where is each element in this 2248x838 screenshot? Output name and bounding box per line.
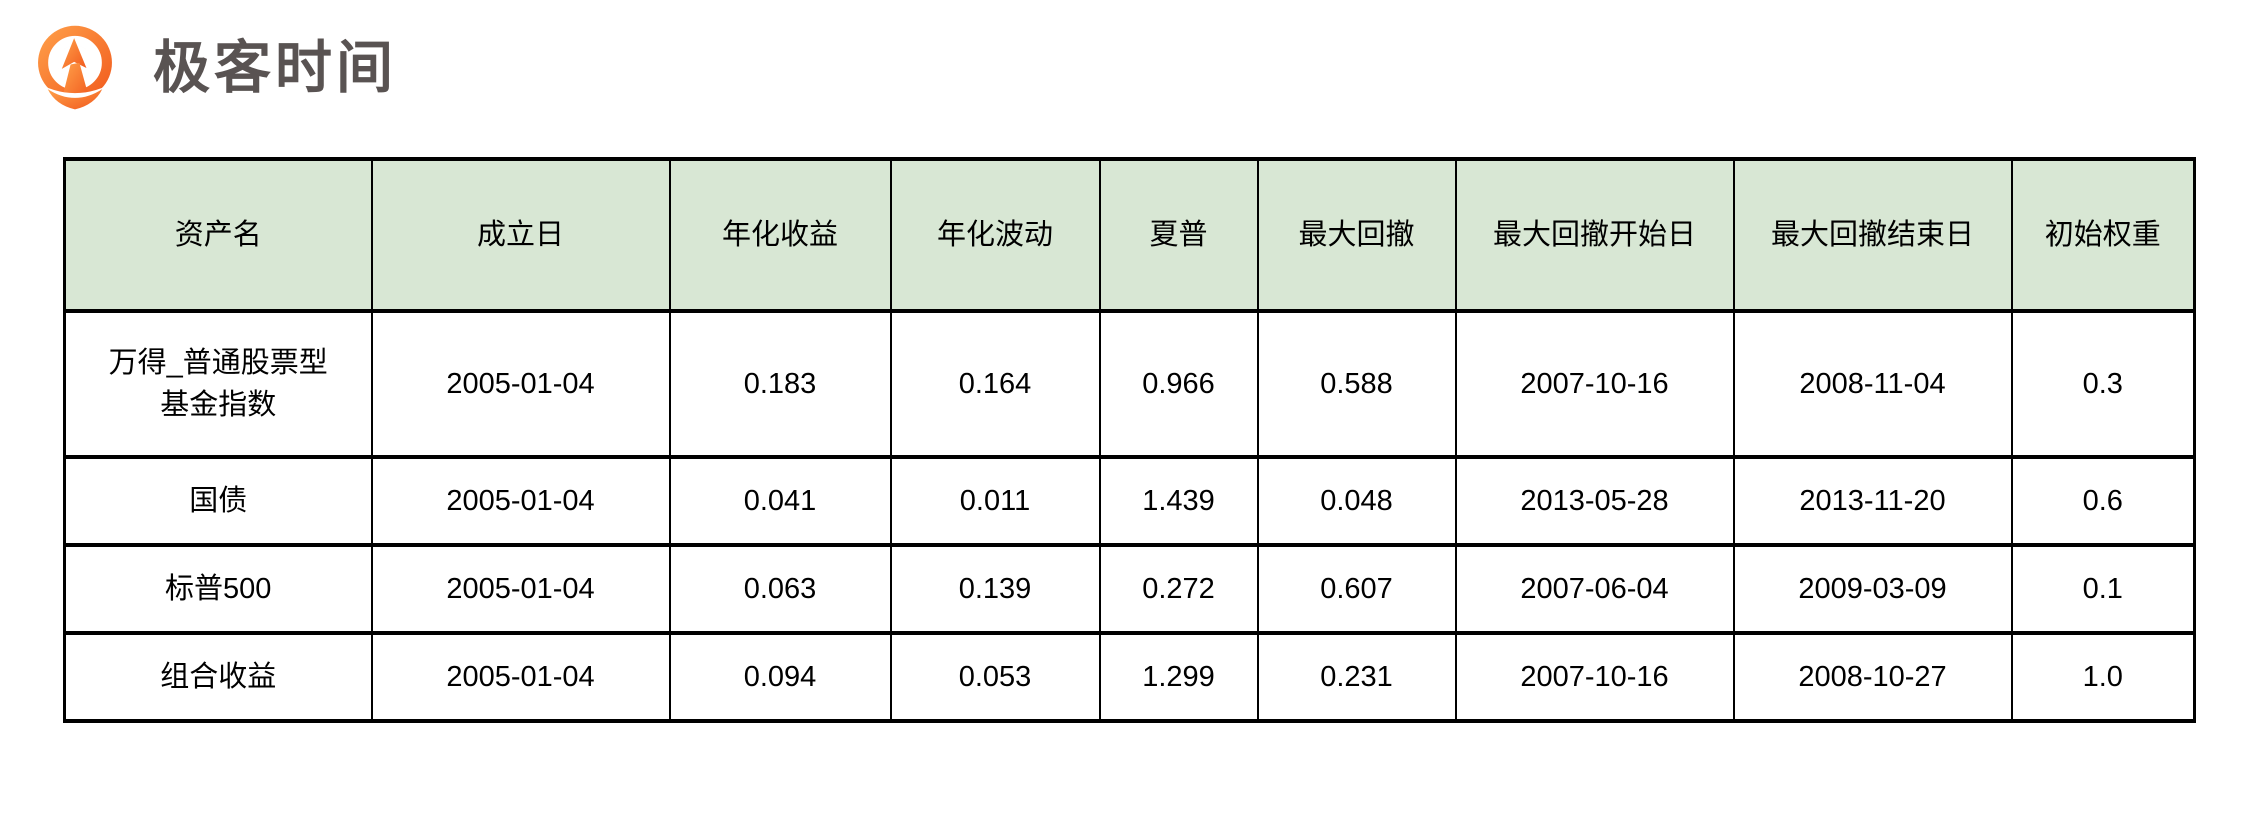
column-header-annual-volatility: 年化波动 <box>889 157 1101 313</box>
cell-max-drawdown: 0.231 <box>1256 631 1457 723</box>
cell-drawdown-start: 2007-10-16 <box>1454 309 1735 459</box>
cell-asset-name: 国债 <box>63 455 373 547</box>
column-header-inception-date: 成立日 <box>370 157 671 313</box>
asset-stats-table: 资产名 成立日 年化收益 年化波动 夏普 最大回撤 最大回撤开始日 最大回撤结束… <box>63 157 2196 723</box>
cell-initial-weight: 0.3 <box>2010 309 2196 459</box>
cell-drawdown-end: 2009-03-09 <box>1732 543 2013 635</box>
cell-initial-weight: 0.6 <box>2010 455 2196 547</box>
asset-stats-table-container: 资产名 成立日 年化收益 年化波动 夏普 最大回撤 最大回撤开始日 最大回撤结束… <box>63 157 2196 723</box>
table-row-portfolio-return: 组合收益 2005-01-04 0.094 0.053 1.299 0.231 … <box>63 631 2196 723</box>
cell-sharpe: 1.439 <box>1098 455 1259 547</box>
column-header-drawdown-end: 最大回撤结束日 <box>1732 157 2013 313</box>
column-header-initial-weight: 初始权重 <box>2010 157 2196 313</box>
column-header-asset-name: 资产名 <box>63 157 373 313</box>
cell-sharpe: 1.299 <box>1098 631 1259 723</box>
column-header-annual-return: 年化收益 <box>668 157 892 313</box>
brand-header: 极客时间 <box>31 24 397 112</box>
cell-inception-date: 2005-01-04 <box>370 543 671 635</box>
cell-annual-return: 0.183 <box>668 309 892 459</box>
table-row-sp500: 标普500 2005-01-04 0.063 0.139 0.272 0.607… <box>63 543 2196 635</box>
cell-inception-date: 2005-01-04 <box>370 631 671 723</box>
cell-max-drawdown: 0.588 <box>1256 309 1457 459</box>
cell-annual-volatility: 0.164 <box>889 309 1101 459</box>
cell-inception-date: 2005-01-04 <box>370 455 671 547</box>
cell-sharpe: 0.272 <box>1098 543 1259 635</box>
cell-drawdown-start: 2007-10-16 <box>1454 631 1735 723</box>
cell-drawdown-end: 2008-10-27 <box>1732 631 2013 723</box>
cell-asset-name: 标普500 <box>63 543 373 635</box>
cell-annual-volatility: 0.139 <box>889 543 1101 635</box>
column-header-sharpe: 夏普 <box>1098 157 1259 313</box>
cell-initial-weight: 0.1 <box>2010 543 2196 635</box>
cell-annual-volatility: 0.053 <box>889 631 1101 723</box>
geektime-logo-icon <box>32 25 118 112</box>
cell-initial-weight: 1.0 <box>2010 631 2196 723</box>
table-row-treasury-bond: 国债 2005-01-04 0.041 0.011 1.439 0.048 20… <box>63 455 2196 547</box>
cell-asset-name: 组合收益 <box>63 631 373 723</box>
cell-asset-name-text: 万得_普通股票型基金指数 <box>108 346 328 421</box>
cell-drawdown-end: 2013-11-20 <box>1732 455 2013 547</box>
column-header-max-drawdown: 最大回撤 <box>1256 157 1457 313</box>
cell-max-drawdown: 0.048 <box>1256 455 1457 547</box>
cell-max-drawdown: 0.607 <box>1256 543 1457 635</box>
cell-drawdown-end: 2008-11-04 <box>1732 309 2013 459</box>
cell-annual-return: 0.063 <box>668 543 892 635</box>
cell-annual-volatility: 0.011 <box>889 455 1101 547</box>
table-row-wind-equity-fund-index: 万得_普通股票型基金指数 2005-01-04 0.183 0.164 0.96… <box>63 309 2196 459</box>
cell-inception-date: 2005-01-04 <box>370 309 671 459</box>
cell-annual-return: 0.094 <box>668 631 892 723</box>
cell-annual-return: 0.041 <box>668 455 892 547</box>
cell-sharpe: 0.966 <box>1098 309 1259 459</box>
column-header-drawdown-start: 最大回撤开始日 <box>1454 157 1735 313</box>
brand-name: 极客时间 <box>153 35 397 100</box>
cell-drawdown-start: 2007-06-04 <box>1454 543 1735 635</box>
header-row: 资产名 成立日 年化收益 年化波动 夏普 最大回撤 最大回撤开始日 最大回撤结束… <box>63 157 2196 313</box>
cell-asset-name: 万得_普通股票型基金指数 <box>63 309 373 459</box>
cell-drawdown-start: 2013-05-28 <box>1454 455 1735 547</box>
